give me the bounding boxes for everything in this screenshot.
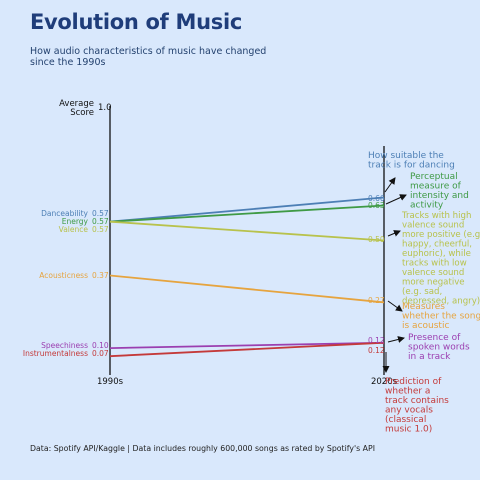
arrow-acousticness [387,300,403,312]
annotation-energy: Perceptual measure of intensity and activit… [410,172,469,211]
series-name-speechiness: Speechiness [41,341,88,350]
annotation-instrumentalness: Prediction of whether a track contains any … [385,377,449,435]
annotation-danceability: How suitable the track is for dancing [368,151,455,171]
y-axis-label-line-2: Score [70,108,94,118]
end-value-instrumentalness: 0.12 [368,346,385,355]
end-value-danceability: 0.66 [368,194,385,203]
source-note: Data: Spotify API/Kaggle | Data includes… [30,444,375,453]
series-name-valence: Valence [59,225,89,234]
start-value-instrumentalness: 0.07 [92,349,109,358]
series-line-instrumentalness [109,341,385,358]
annotation-valence: Tracks with high valence sound more positi… [401,211,480,307]
category-label-1990s: 1990s [97,377,124,387]
start-value-acousticness: 0.37 [92,271,109,280]
start-value-danceability: 0.57 [92,209,109,218]
annotations: How suitable the track is for dancingPerc… [368,151,480,435]
arrow-danceability [384,177,396,193]
end-value-acousticness: 0.27 [368,296,385,305]
y-axis-label-line-1: Average [59,99,94,109]
series-name-instrumentalness: Instrumentalness [23,349,88,358]
start-value-speechiness: 0.10 [92,341,109,350]
start-value-valence: 0.57 [92,225,109,234]
series-name-danceability: Danceability [41,209,88,218]
arrow-energy [385,194,407,205]
y-axis-max-label: 1.0 [98,103,112,113]
series-line-danceability [109,196,385,223]
series-line-acousticness [109,274,385,304]
series-line-valence [109,220,385,242]
annotation-acousticness: Measures whether the song is acoustic [402,302,480,331]
series-line-speechiness [109,341,385,349]
series-labels: Danceability 0.57 0.66 Energy 0.57 0.63 Valenc… [23,194,385,358]
arrow-speechiness [387,336,405,343]
end-value-valence: 0.50 [368,235,385,244]
chart-subtitle: How audio characteristics of music have … [30,46,267,68]
start-value-energy: 0.57 [92,217,109,226]
arrow-valence [387,230,401,237]
category-label-2020s: 2020s [371,377,398,387]
series-name-acousticness: Acousticness [39,271,88,280]
chart-title: Evolution of Music [30,10,243,34]
end-value-energy: 0.63 [368,201,385,210]
series-lines [109,196,385,358]
annotation-speechiness: Presence of spoken words in a track [408,333,470,362]
end-value-speechiness: 0.12 [368,336,385,345]
series-line-energy [109,204,385,223]
series-name-energy: Energy [62,217,89,226]
